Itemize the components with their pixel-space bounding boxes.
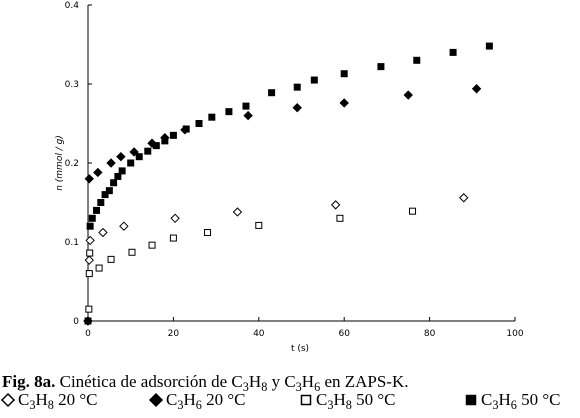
point <box>255 221 263 229</box>
point <box>169 131 177 139</box>
point <box>86 249 94 257</box>
point <box>292 102 302 113</box>
point <box>377 63 385 71</box>
point <box>135 153 143 161</box>
point <box>243 110 253 121</box>
point <box>86 222 94 230</box>
point <box>336 214 344 222</box>
point <box>110 179 118 187</box>
point <box>106 158 116 168</box>
legend-symbol <box>465 394 477 406</box>
point <box>118 167 126 175</box>
point <box>84 317 92 325</box>
point <box>127 159 135 167</box>
point <box>85 270 93 278</box>
legend-label: C3H8 20 °C <box>18 390 98 412</box>
point <box>144 147 152 155</box>
point <box>105 187 113 195</box>
x-axis-label: t (s) <box>291 344 309 354</box>
x-tick-label: 80 <box>424 329 436 339</box>
caption-text: Cinética de adsorción de C3H8 y C3H6 en … <box>60 372 409 394</box>
point <box>148 241 156 249</box>
point <box>330 200 341 210</box>
point <box>84 174 94 184</box>
x-tick-label: 40 <box>253 329 265 339</box>
point <box>413 56 421 64</box>
point <box>242 102 250 110</box>
point <box>459 193 469 203</box>
point <box>101 191 109 199</box>
y-tick-label: 0.1 <box>65 238 79 248</box>
point <box>88 214 96 222</box>
point <box>95 264 103 272</box>
point <box>208 113 216 121</box>
point <box>310 76 318 84</box>
point <box>339 98 349 108</box>
point <box>485 42 493 50</box>
point <box>116 151 126 162</box>
point <box>97 199 105 206</box>
point <box>93 206 101 214</box>
y-axis-label: n (mmol / g) <box>55 135 65 191</box>
point <box>114 172 122 180</box>
y-tick-label: 0.2 <box>65 159 79 169</box>
caption: Fig. 8a. Cinética de adsorción de C3H8 y… <box>2 372 409 394</box>
point <box>409 207 417 215</box>
point <box>204 229 212 237</box>
point <box>85 235 95 246</box>
point <box>161 137 169 145</box>
point <box>84 255 94 265</box>
legend-label: C3H6 20 °C <box>166 390 246 412</box>
point <box>195 120 203 127</box>
y-tick-label: 0.3 <box>65 80 79 90</box>
x-tick-label: 0 <box>85 329 91 339</box>
legend-symbol <box>0 392 16 408</box>
legend-label: C3H8 50 °C <box>316 390 396 412</box>
point <box>170 213 180 224</box>
point <box>98 227 108 238</box>
y-tick-label: 0.4 <box>65 1 80 11</box>
point <box>293 83 301 91</box>
legend-symbol <box>300 394 312 406</box>
point <box>268 89 276 97</box>
point <box>93 167 103 178</box>
point <box>169 234 177 242</box>
point <box>182 125 190 133</box>
x-tick-label: 20 <box>168 329 180 339</box>
legend-symbol <box>148 392 164 408</box>
point <box>85 305 93 313</box>
point <box>449 48 457 56</box>
point <box>403 90 413 100</box>
point <box>128 248 136 256</box>
point <box>340 70 348 78</box>
x-tick-label: 60 <box>338 329 350 339</box>
point <box>119 221 129 231</box>
legend-label: C3H6 50 °C <box>481 390 561 412</box>
caption-label: Fig. 8a. <box>2 372 55 391</box>
point <box>107 255 115 263</box>
x-tick-label: 100 <box>506 329 523 339</box>
point <box>152 142 160 150</box>
point <box>471 84 482 94</box>
point <box>225 108 233 116</box>
y-tick-label: 0 <box>73 317 79 327</box>
point <box>232 207 243 217</box>
